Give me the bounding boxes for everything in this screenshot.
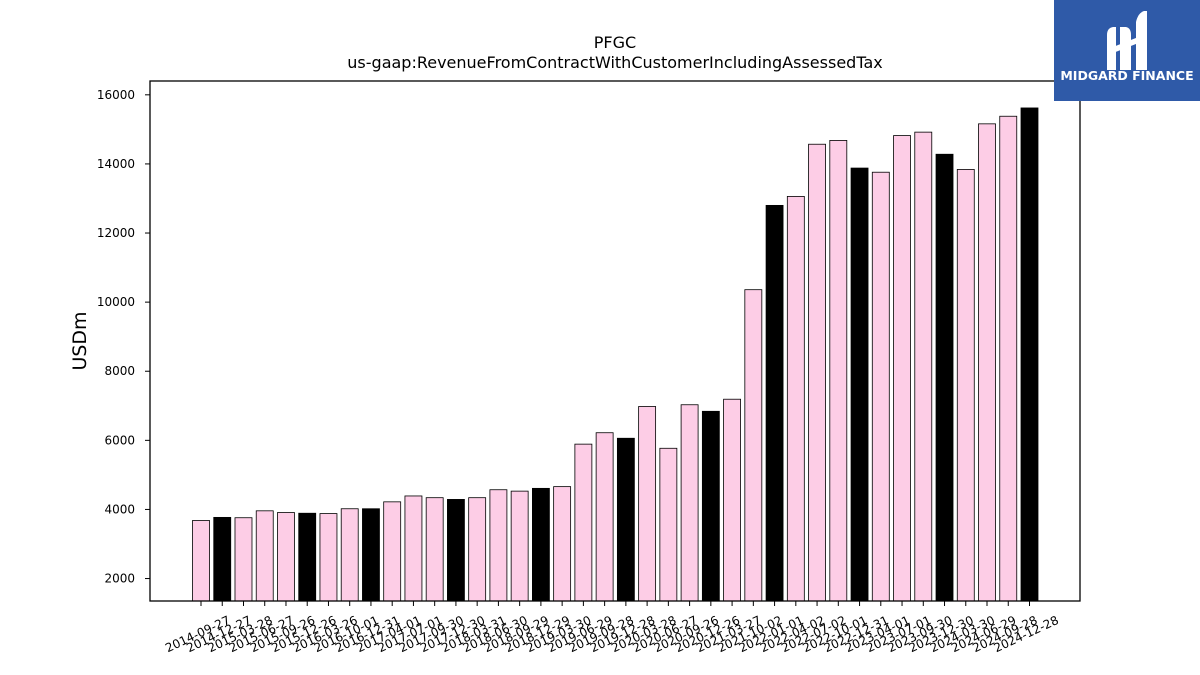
brand-logo: MIDGARD FINANCE [1054, 0, 1200, 101]
bar [723, 398, 741, 602]
bar [765, 204, 784, 602]
bar [362, 508, 380, 602]
bar [489, 489, 508, 602]
bar [277, 512, 295, 602]
bar [234, 517, 253, 602]
bar [616, 437, 635, 602]
y-tick-label: 8000 [104, 364, 135, 378]
bar [893, 135, 911, 602]
bar [510, 490, 529, 602]
bar [701, 410, 720, 602]
bar [978, 123, 996, 602]
y-tick-label: 4000 [104, 502, 135, 516]
bar [956, 169, 975, 602]
chart-subtitle: us-gaap:RevenueFromContractWithCustomerI… [347, 53, 882, 72]
x-axis: 2014-09-272014-12-272015-03-282015-06-27… [163, 601, 1061, 655]
bar [744, 289, 763, 602]
bar [319, 513, 338, 602]
bar [255, 510, 274, 602]
bar [425, 497, 444, 602]
bar [213, 516, 232, 602]
bar [914, 131, 933, 602]
bar [532, 487, 550, 602]
bar [553, 486, 572, 602]
bar [935, 153, 954, 602]
bar [680, 404, 699, 602]
bar [808, 143, 826, 602]
y-tick-label: 16000 [97, 88, 135, 102]
plot-frame [149, 80, 1081, 602]
bar [574, 443, 593, 602]
bar [829, 140, 848, 602]
bar [850, 167, 869, 602]
bar [786, 195, 805, 602]
bars [192, 107, 1039, 602]
chart-title: PFGC [594, 33, 636, 52]
y-axis-label: USDm [69, 311, 91, 370]
bar [595, 432, 614, 602]
bar [383, 501, 402, 602]
midgard-logo-icon [1107, 11, 1147, 70]
y-tick-label: 6000 [104, 433, 135, 447]
bar [447, 499, 465, 602]
bar [659, 447, 678, 602]
bar [340, 508, 359, 602]
bar [638, 406, 657, 602]
bar [468, 497, 487, 602]
bar [871, 171, 890, 602]
bar [404, 495, 423, 602]
y-tick-label: 2000 [104, 572, 135, 586]
bar [192, 520, 210, 602]
bar [298, 512, 317, 602]
y-tick-label: 12000 [97, 226, 135, 240]
bar [1020, 107, 1039, 602]
bar [999, 115, 1018, 602]
y-tick-label: 10000 [97, 295, 135, 309]
y-tick-label: 14000 [97, 157, 135, 171]
y-axis: 2000 4000 6000 8000 10000 12000 14000 16000 [97, 88, 150, 586]
logo-text: MIDGARD FINANCE [1060, 68, 1193, 83]
